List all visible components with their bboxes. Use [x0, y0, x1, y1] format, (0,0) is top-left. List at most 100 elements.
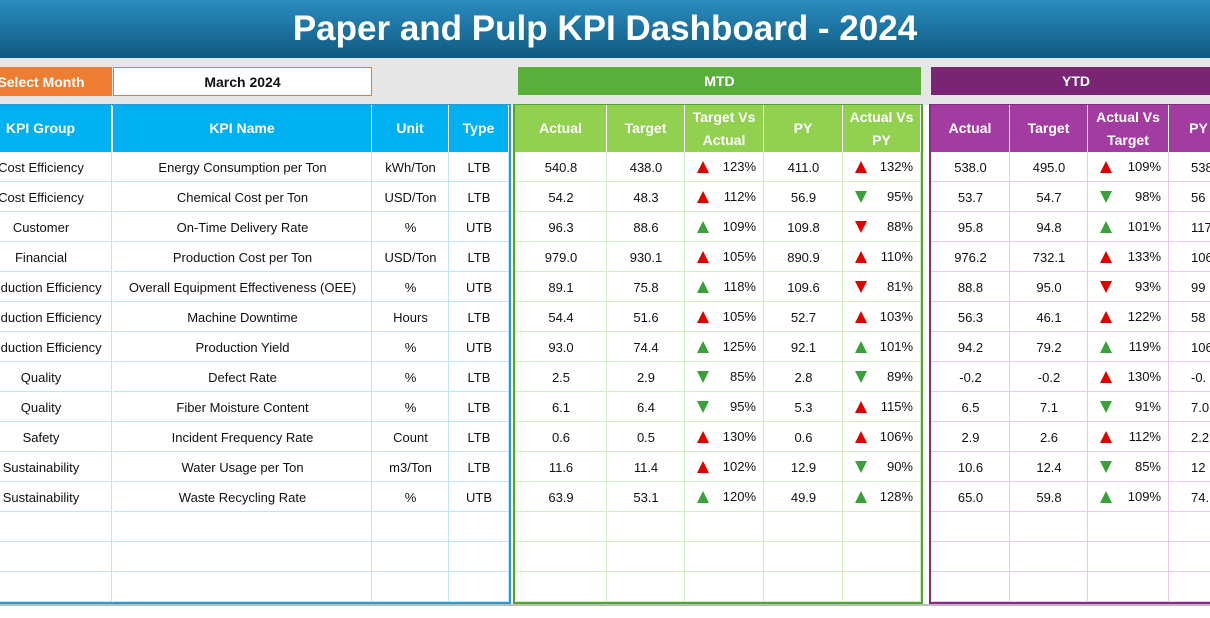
arrow-shape: [1100, 281, 1112, 293]
grid-cell: [685, 362, 764, 392]
grid-cell: [1088, 332, 1169, 362]
grid-cell: [931, 152, 1010, 182]
indicator: 130%: [685, 422, 764, 452]
kpi-name: Production Yield: [195, 339, 290, 355]
kpi-unit: %: [404, 219, 417, 235]
grid-cell: [372, 392, 449, 422]
kpi-type: LTB: [467, 429, 491, 445]
grid-cell: [685, 422, 764, 452]
grid-cell: [1169, 212, 1210, 242]
grid-cell: [607, 212, 685, 242]
value: 11.4: [633, 459, 659, 475]
arrow-shape: [1100, 311, 1112, 323]
grid-cell: [1169, 542, 1210, 572]
value: 12.9: [790, 459, 817, 475]
value: 117: [1191, 219, 1210, 235]
column-header: Target Vs Actual: [685, 105, 764, 152]
trend-arrow: [1100, 161, 1112, 173]
grid-cell: [0, 302, 112, 332]
arrow-shape: [697, 401, 709, 413]
grid-cell: [1010, 392, 1088, 422]
grid-cell: [113, 542, 372, 572]
value: 94.2: [957, 339, 984, 355]
percent: 98%: [1134, 189, 1161, 204]
arrow-shape: [697, 341, 709, 353]
indicator: 118%: [685, 272, 764, 302]
value: 12.4: [1036, 459, 1062, 475]
kpi-name: Waste Recycling Rate: [178, 489, 307, 505]
value: 49.9: [790, 489, 817, 505]
percent: 122%: [1127, 309, 1161, 324]
kpi-unit: %: [404, 279, 417, 295]
grid-cell: [764, 332, 843, 362]
grid-cell: [843, 362, 921, 392]
grid-cell: [1088, 272, 1169, 302]
grid-cell: [764, 302, 843, 332]
grid-cell: [449, 512, 509, 542]
grid-cell: [449, 422, 509, 452]
grid-cell: [843, 212, 921, 242]
grid-cell: [764, 212, 843, 242]
grid-cell: [607, 572, 685, 602]
trend-arrow: [1100, 221, 1112, 233]
percent: 130%: [1127, 369, 1161, 384]
grid-cell: [1088, 212, 1169, 242]
value: -0.2: [1037, 369, 1061, 385]
trend-arrow: [697, 251, 709, 263]
arrow-shape: [855, 191, 867, 203]
month-selector[interactable]: March 2024: [113, 67, 372, 96]
kpi-type: UTB: [466, 339, 492, 355]
kpi-type: LTB: [467, 309, 491, 325]
grid-cell: [1088, 512, 1169, 542]
value: 109.8: [787, 219, 820, 235]
percent: 112%: [723, 189, 756, 204]
grid-cell: [1010, 152, 1088, 182]
value: 89.1: [548, 279, 574, 295]
value: 1064: [1191, 249, 1210, 265]
grid-cell: [515, 542, 607, 572]
kpi-name: Chemical Cost per Ton: [176, 189, 309, 205]
grid-cell: [1088, 242, 1169, 272]
trend-arrow: [855, 401, 867, 413]
grid-cell: [372, 242, 449, 272]
indicator: 130%: [1088, 362, 1169, 392]
trend-arrow: [697, 191, 709, 203]
grid-cell: [113, 392, 372, 422]
grid-cell: [515, 452, 607, 482]
trend-arrow: [1100, 191, 1112, 203]
kpi-name: Overall Equipment Effectiveness (OEE): [128, 279, 357, 295]
grid-cell: [0, 362, 112, 392]
value: 6.5: [961, 399, 980, 415]
grid-cell: [931, 272, 1010, 302]
percent: 101%: [1127, 219, 1161, 234]
kpi-group: Production Efficiency: [0, 339, 102, 355]
trend-arrow: [855, 161, 867, 173]
arrow-shape: [1100, 371, 1112, 383]
trend-arrow: [855, 251, 867, 263]
grid-cell: [113, 242, 372, 272]
value: 63.9: [548, 489, 574, 505]
percent: 115%: [880, 399, 913, 414]
column-header: PY: [764, 105, 843, 152]
grid-cell: [1169, 452, 1210, 482]
indicator: 125%: [685, 332, 764, 362]
grid-cell: [685, 482, 764, 512]
grid-cell: [1169, 572, 1210, 602]
kpi-unit: Hours: [393, 309, 428, 325]
kpi-name: Energy Consumption per Ton: [158, 159, 327, 175]
indicator: 128%: [843, 482, 921, 512]
indicator: 88%: [843, 212, 921, 242]
value: 2.8: [794, 369, 813, 385]
grid-cell: [764, 272, 843, 302]
column-header: Actual Vs PY: [843, 105, 921, 152]
grid-cell: [1088, 482, 1169, 512]
grid-cell: [685, 512, 764, 542]
arrow-shape: [855, 281, 867, 293]
grid-cell: [515, 392, 607, 422]
indicator: 91%: [1088, 392, 1169, 422]
grid-cell: [1169, 422, 1210, 452]
mtd-banner: MTD: [518, 67, 921, 95]
trend-arrow: [855, 281, 867, 293]
grid-cell: [0, 482, 112, 512]
trend-arrow: [1100, 491, 1112, 503]
